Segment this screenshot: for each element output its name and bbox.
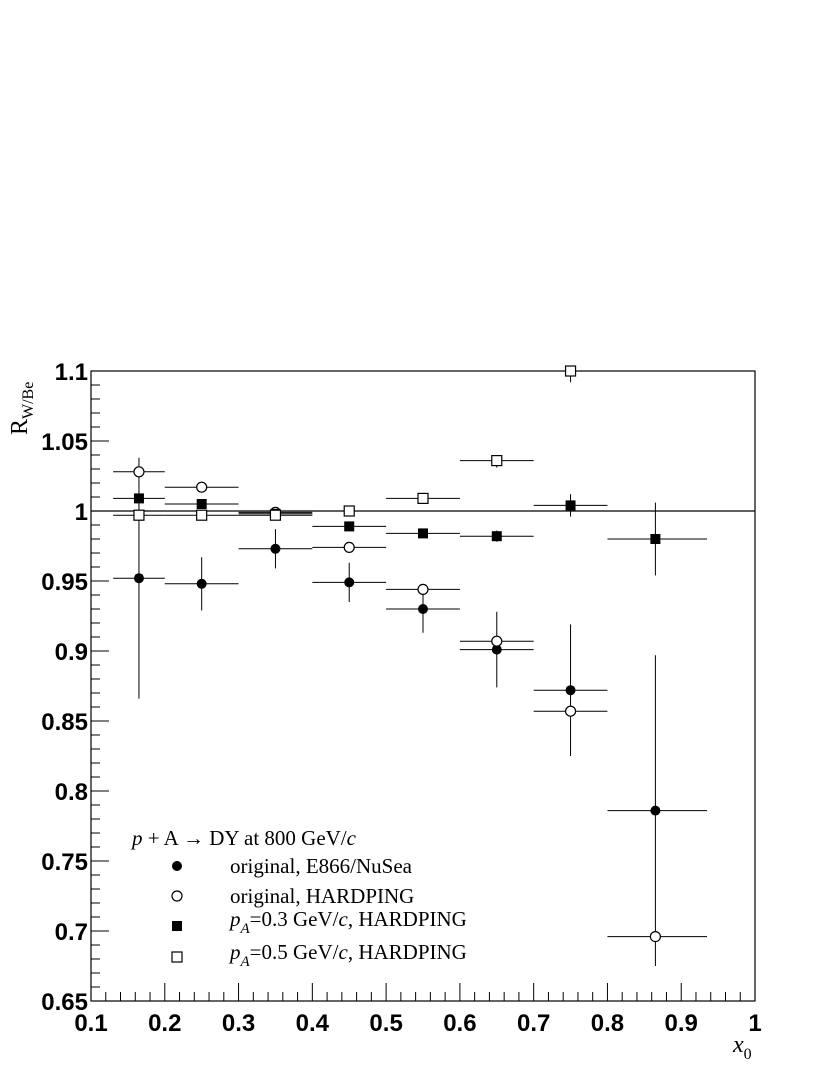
x-tick-label: 0.2 [148, 1010, 181, 1037]
x-tick-label: 0.6 [443, 1010, 476, 1037]
data-point-open-square [417, 492, 429, 504]
y-tick-label: 0.85 [41, 709, 88, 736]
y-tick-label: 0.95 [41, 569, 88, 596]
plot-frame [90, 370, 756, 1002]
legend-header-mid: + A → DY at 800 GeV/ [143, 826, 347, 850]
y-tick-label: 0.7 [55, 919, 88, 946]
data-point-filled-square [418, 528, 428, 539]
data-point-filled-circle [418, 604, 428, 614]
legend-entry-1-text: original, E866/NuSea [230, 854, 413, 878]
legend-marker-filled-square [172, 921, 182, 931]
legend-entry-4: pA=0.5 GeV/c, HARDPING [228, 940, 467, 970]
data-point-open-circle [196, 481, 208, 493]
data-point-open-circle [649, 930, 662, 943]
legend-marker-open-circle [171, 890, 183, 902]
data-point-open-square [196, 509, 208, 521]
y-tick-label: 0.9 [55, 639, 88, 666]
data-point-open-square [269, 509, 282, 521]
legend-entry-3-pre: p [228, 907, 241, 931]
y-tick-label: 0.75 [41, 849, 88, 876]
data-point-filled-circle [133, 573, 144, 584]
legend: p + A → DY at 800 GeV/c original, E866/N… [130, 826, 467, 970]
x-tick-label: 0.4 [296, 1010, 330, 1037]
data-point-filled-circle [344, 577, 355, 588]
y-axis-title-sub: W/Be [20, 382, 37, 419]
legend-entry-3-c: c [339, 907, 349, 931]
legend-entry-4-post: , HARDPING [348, 940, 467, 964]
data-point-open-square [343, 505, 355, 517]
data-point-filled-square [344, 521, 355, 532]
legend-entry-3-sub: A [240, 921, 251, 937]
legend-entry-4-sub: A [240, 954, 251, 970]
data-point-filled-square [133, 493, 144, 504]
legend-entry-2: original, HARDPING [230, 884, 414, 908]
y-tick-label: 1.1 [55, 359, 88, 386]
y-tick-label: 1 [75, 499, 88, 526]
x-tick-label: 0.5 [369, 1010, 402, 1037]
data-point-open-circle [343, 541, 355, 554]
y-axis-title: RW/Be [7, 382, 37, 435]
data-point-filled-square [565, 500, 576, 511]
x-tick-label: 0.7 [517, 1010, 550, 1037]
data-point-open-circle [133, 466, 145, 478]
y-tick-label: 0.8 [55, 779, 88, 806]
legend-entry-1: original, E866/NuSea [230, 854, 413, 878]
data-point-open-square [491, 455, 503, 467]
data-point-open-circle [564, 705, 577, 717]
axis-ticks [90, 370, 756, 1002]
legend-entry-4-mid: =0.5 GeV/ [250, 940, 339, 964]
legend-entry-3: pA=0.3 GeV/c, HARDPING [228, 907, 467, 937]
legend-header-p: p [130, 826, 143, 850]
data-point-open-circle [491, 635, 503, 647]
legend-entry-3-post: , HARDPING [348, 907, 467, 931]
data-point-filled-square [196, 499, 207, 509]
legend-entry-3-mid: =0.3 GeV/ [250, 907, 339, 931]
data-point-open-square [133, 509, 145, 521]
y-tick-labels: 0.65 0.7 0.75 0.8 0.85 0.9 0.95 1 1.05 1.1 [41, 359, 88, 1016]
data-point-filled-square [650, 534, 661, 544]
x-axis-title-main: x [732, 1032, 744, 1058]
x-tick-label: 0.3 [222, 1010, 255, 1037]
legend-header-c: c [347, 826, 357, 850]
x-tick-label: 0.8 [591, 1010, 624, 1037]
legend-marker-open-square [171, 951, 183, 963]
legend-marker-filled-circle [172, 861, 182, 871]
x-tick-labels: 0.1 0.2 0.3 0.4 0.5 0.6 0.7 0.8 0.9 1 [74, 1010, 761, 1037]
x-axis-title-sub: 0 [744, 1046, 752, 1063]
data-point-filled-square [491, 531, 502, 542]
data-point-filled-circle [491, 644, 502, 655]
data-point-filled-circle [270, 543, 281, 554]
data-point-filled-circle [565, 685, 576, 696]
legend-header: p + A → DY at 800 GeV/c [130, 826, 357, 850]
y-tick-label: 0.65 [41, 989, 88, 1016]
x-tick-label: 1 [748, 1010, 761, 1037]
y-tick-label: 1.05 [41, 429, 88, 456]
data-markers [133, 365, 662, 943]
data-point-open-circle [417, 583, 429, 596]
y-axis-title-main: R [7, 419, 33, 435]
data-point-open-square [564, 365, 577, 377]
x-axis-title: x0 [732, 1032, 752, 1063]
data-point-filled-circle [650, 805, 661, 816]
data-point-filled-circle [196, 578, 207, 589]
legend-entry-4-pre: p [228, 940, 241, 964]
x-tick-label: 0.1 [74, 1010, 107, 1037]
legend-entry-2-text: original, HARDPING [230, 884, 414, 908]
legend-entry-4-c: c [339, 940, 349, 964]
x-tick-label: 0.9 [665, 1010, 698, 1037]
